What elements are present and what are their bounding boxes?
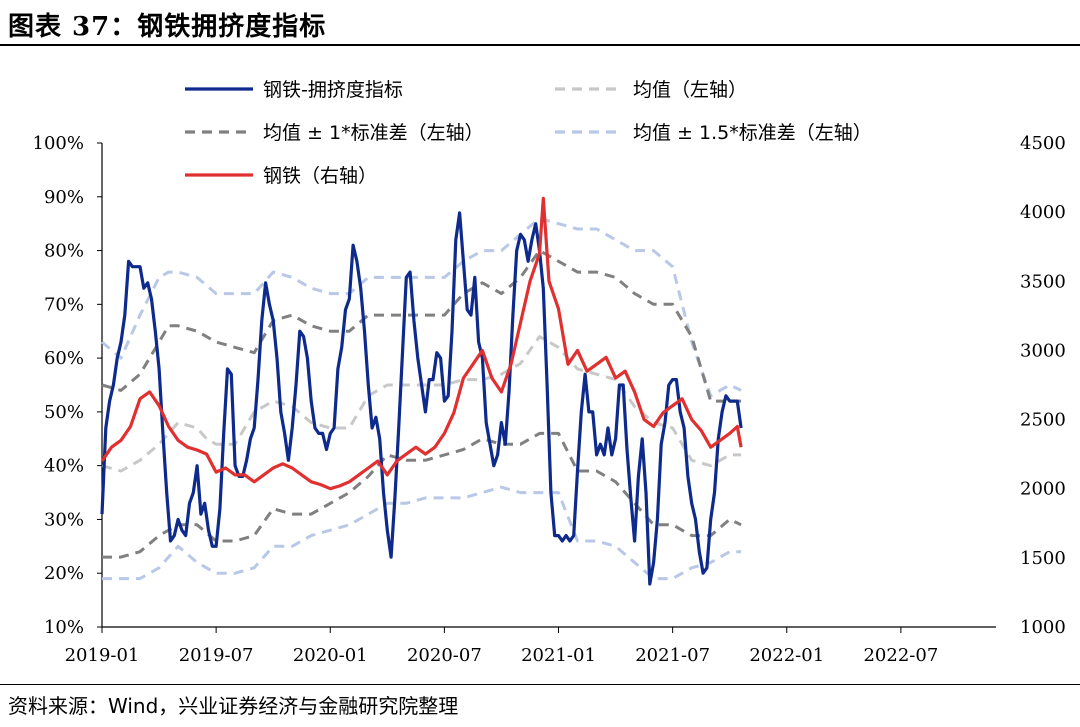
x-tick-label: 2019-01 — [65, 645, 140, 666]
left-tick-label: 90% — [44, 187, 84, 208]
legend-1sd-label: 均值 ± 1*标准差（左轴） — [263, 122, 484, 144]
mean-minus-1.5sd-line — [102, 485, 742, 581]
left-axis-ticks: 100% 90% 80% 70% 60% 50% 40% 30% 20% 10% — [33, 133, 102, 638]
source-divider — [0, 684, 1080, 685]
mean-line — [101, 335, 742, 473]
mean-plus-1sd-line — [101, 249, 742, 403]
right-tick-label: 2500 — [1020, 410, 1066, 431]
x-tick-label: 2022-07 — [863, 645, 938, 666]
x-axis-ticks: 2019-01 2019-07 2020-01 2020-07 2021-01 2021-… — [65, 627, 938, 666]
x-tick-label: 2021-01 — [521, 645, 596, 666]
right-axis-ticks: 4500 4000 3500 3000 2500 2000 1500 1000 — [1020, 133, 1066, 638]
left-tick-label: 30% — [44, 509, 84, 530]
series-lines — [100, 196, 743, 586]
right-tick-label: 4000 — [1020, 202, 1066, 223]
right-tick-label: 3500 — [1020, 271, 1066, 292]
right-tick-label: 4500 — [1020, 133, 1066, 154]
source-note: 资料来源：Wind，兴业证券经济与金融研究院整理 — [8, 694, 459, 718]
left-tick-label: 50% — [44, 402, 84, 423]
chart-title: 图表 37：钢铁拥挤度指标 — [8, 12, 327, 42]
legend: 钢铁-拥挤度指标 均值（左轴） 均值 ± 1*标准差（左轴） 均值 ± 1.5*标准差… — [185, 79, 872, 187]
x-tick-label: 2022-01 — [749, 645, 824, 666]
x-tick-label: 2020-01 — [293, 645, 368, 666]
x-tick-label: 2021-07 — [635, 645, 710, 666]
steel-crowding-chart: 100% 90% 80% 70% 60% 50% 40% 30% 20% 10% 4500 4000… — [33, 79, 1066, 666]
left-tick-label: 80% — [44, 241, 84, 262]
right-tick-label: 2000 — [1020, 479, 1066, 500]
x-tick-label: 2019-07 — [179, 645, 254, 666]
left-tick-label: 40% — [44, 456, 84, 477]
right-tick-label: 1000 — [1020, 617, 1066, 638]
left-tick-label: 100% — [33, 133, 84, 154]
title-divider — [0, 44, 1080, 46]
legend-crowding-label: 钢铁-拥挤度指标 — [263, 79, 403, 101]
right-tick-label: 3000 — [1020, 340, 1066, 361]
left-tick-label: 20% — [44, 563, 84, 584]
legend-mean-label: 均值（左轴） — [633, 79, 747, 101]
steel-price-line — [100, 196, 743, 491]
right-tick-label: 1500 — [1020, 548, 1066, 569]
left-tick-label: 70% — [44, 294, 84, 315]
crowding-index-line — [100, 211, 743, 586]
legend-steel-label: 钢铁（右轴） — [263, 165, 377, 187]
left-tick-label: 60% — [44, 348, 84, 369]
mean-plus-1.5sd-line — [101, 216, 742, 398]
chart-axes — [101, 143, 996, 628]
legend-1.5sd-label: 均值 ± 1.5*标准差（左轴） — [633, 122, 872, 144]
left-tick-label: 10% — [44, 617, 84, 638]
x-tick-label: 2020-07 — [407, 645, 482, 666]
